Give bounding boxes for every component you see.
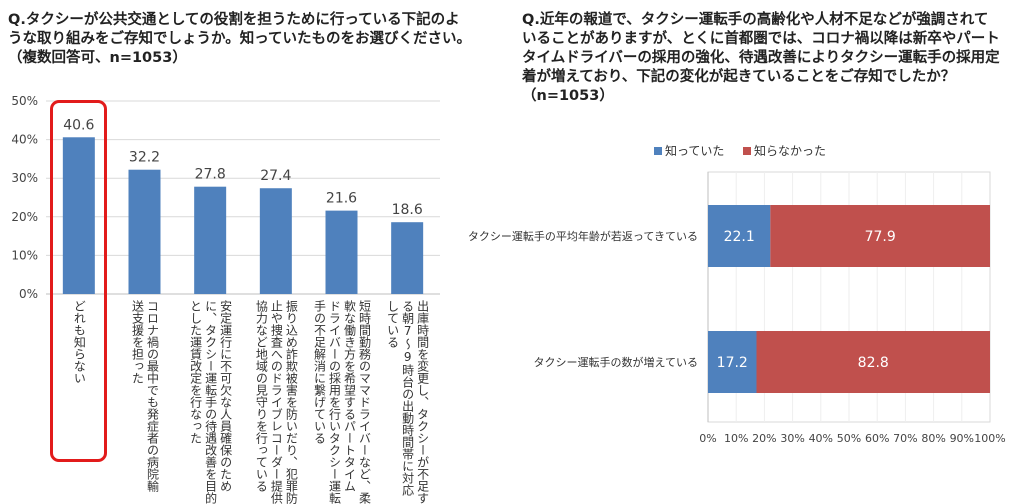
category-label-line: 送支援を担った: [130, 300, 145, 384]
right-question-line: （n=1053）: [522, 88, 614, 104]
right-question-line: タイムドライバーの採用の強化、待遇改善によりタクシー運転手の採用定: [522, 50, 1000, 66]
segment-value-label: 17.2: [717, 355, 748, 371]
category-label: 振り込め詐欺被害を防いだり、犯罪防 止や捜査へのドライブレコーダー提供 協力など地域…: [253, 300, 298, 504]
segment-value-label: 77.9: [865, 229, 896, 245]
category-label-line: 短時間勤務のママドライバーなど、柔: [357, 300, 372, 504]
highlight-box: [50, 100, 107, 462]
stacked-bar-segment: [708, 331, 757, 393]
x-tick-label: 20%: [752, 432, 776, 445]
category-label: どれも知らない: [71, 300, 86, 384]
category-label: コロナ禍の最中でも発症者の病院輸 送支援を担った: [130, 300, 160, 492]
segment-value-label: 82.8: [858, 355, 889, 371]
right-question: Q.近年の報道で、タクシー運転手の高齢化や人材不足などが強調されて いることがあ…: [522, 11, 1012, 106]
x-tick-label: 10%: [724, 432, 748, 445]
x-tick-label: 50%: [837, 432, 861, 445]
category-label-line: どれも知らない: [72, 300, 87, 384]
stacked-bar-segment: [756, 331, 990, 393]
category-label-line: る朝7～9時台の出動時間帯に対応: [400, 300, 415, 496]
y-tick-label: 40%: [11, 133, 38, 147]
category-label-line: に、タクシー運転手の待遇改善を目的: [203, 300, 218, 504]
bar-value-label: 27.8: [195, 167, 226, 183]
category-label-line: 協力など地域の見守りを行っている: [254, 300, 269, 492]
legend-swatch: [743, 147, 751, 155]
x-tick-label: 40%: [809, 432, 833, 445]
legend-label: 知っていた: [665, 144, 724, 158]
bar-value-label: 21.6: [326, 191, 357, 207]
left-question: Q.タクシーが公共交通としての役割を担うために行っている下記のよ うな取り組みを…: [8, 11, 496, 68]
category-label-line: ドライバーの採用を行いタクシー運転: [327, 300, 342, 504]
x-tick-label: 100%: [974, 432, 1005, 445]
category-label: タクシー運転手の平均年齢が若返ってきている: [468, 229, 698, 243]
category-label-line: 安定運行に不可欠な人員確保のため: [218, 300, 233, 492]
y-tick-label: 30%: [11, 171, 38, 185]
y-tick-label: 0%: [19, 287, 38, 301]
legend-label: 知らなかった: [754, 144, 826, 158]
category-label-line: とした運賃改定を行なった: [188, 300, 203, 444]
category-label: 安定運行に不可欠な人員確保のため に、タクシー運転手の待遇改善を目的 とした運賃改定…: [188, 300, 233, 504]
x-tick-label: 0%: [699, 432, 716, 445]
y-tick-label: 50%: [11, 94, 38, 108]
y-tick-label: 10%: [11, 248, 38, 262]
category-label: 短時間勤務のママドライバーなど、柔 軟な働き方を希望するパートタイム ドライバーの採…: [312, 300, 372, 504]
category-label-line: 手の不足解消に繋げている: [312, 300, 327, 444]
x-tick-label: 80%: [921, 432, 945, 445]
right-question-line: いることがありますが、とくに首都圏では、コロナ禍以降は新卒やパート: [522, 31, 1000, 47]
bar-value-label: 32.2: [129, 150, 160, 166]
right-question-line: 着が増えており、下記の変化が起きていることをご存知でしたか？: [522, 69, 956, 85]
bar: [128, 169, 161, 294]
category-label-line: 止や捜査へのドライブレコーダー提供: [269, 300, 284, 504]
segment-value-label: 22.1: [724, 229, 755, 245]
category-label: 出庫時間を変更し、タクシーが不足す る朝7～9時台の出動時間帯に対応 している: [385, 300, 430, 504]
category-label-line: 振り込め詐欺被害を防いだり、犯罪防: [284, 300, 299, 504]
category-label-line: している: [385, 300, 400, 348]
bar: [325, 210, 358, 294]
left-question-line: うな取り組みをご存知でしょうか。知っていたものをお選びください。: [8, 31, 471, 47]
bar: [391, 222, 424, 294]
x-tick-label: 30%: [780, 432, 804, 445]
bar: [259, 188, 292, 294]
legend-swatch: [654, 147, 662, 155]
x-tick-label: 90%: [950, 432, 974, 445]
x-tick-label: 70%: [893, 432, 917, 445]
x-tick-label: 60%: [865, 432, 889, 445]
left-question-line: （複数回答可、n=1053）: [8, 50, 187, 66]
bar-value-label: 18.6: [392, 202, 423, 218]
bar: [194, 186, 227, 294]
stacked-bar-segment: [708, 205, 771, 267]
category-label-line: 出庫時間を変更し、タクシーが不足す: [415, 300, 430, 504]
bar-value-label: 27.4: [260, 168, 291, 184]
y-tick-label: 20%: [11, 210, 38, 224]
bar: [62, 137, 95, 294]
right-question-line: Q.近年の報道で、タクシー運転手の高齢化や人材不足などが強調されて: [522, 12, 989, 28]
category-label: タクシー運転手の数が増えている: [534, 355, 698, 369]
category-label-line: 軟な働き方を希望するパートタイム: [342, 300, 357, 492]
category-label-line: コロナ禍の最中でも発症者の病院輸: [145, 300, 160, 492]
bar-value-label: 40.6: [63, 117, 94, 133]
left-question-line: Q.タクシーが公共交通としての役割を担うために行っている下記のよ: [8, 12, 460, 28]
stacked-bar-segment: [770, 205, 990, 267]
